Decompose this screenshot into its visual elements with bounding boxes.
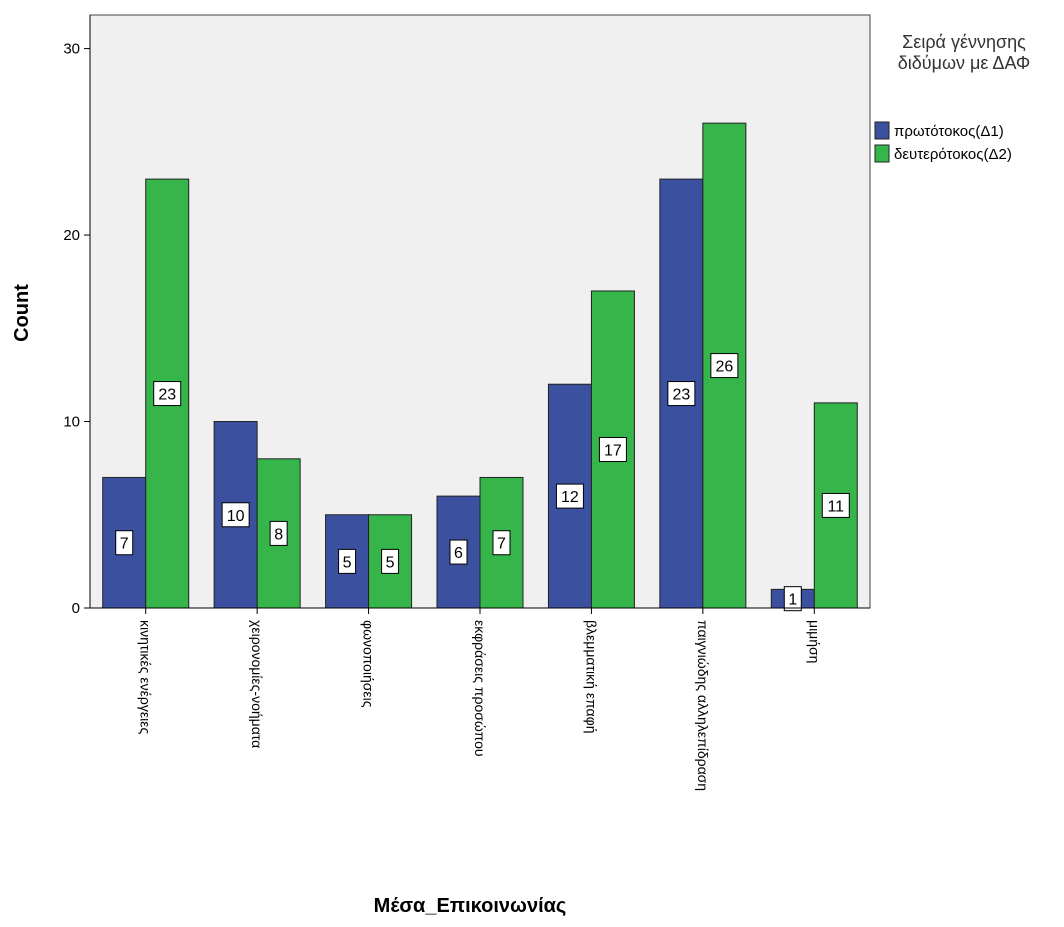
data-label: 10: [221, 502, 250, 528]
y-tick-label: 10: [63, 414, 80, 431]
svg-text:23: 23: [672, 387, 690, 404]
category-label: μιμήση: [806, 620, 822, 663]
svg-text:12: 12: [561, 489, 579, 506]
svg-text:7: 7: [497, 536, 506, 553]
category-label: βλεμματική επαφή: [583, 620, 599, 734]
y-axis-title: Count: [11, 284, 33, 342]
y-axis: 0 10 20 30: [63, 15, 91, 617]
svg-text:11: 11: [827, 498, 844, 515]
svg-text:1: 1: [788, 592, 797, 609]
legend-entry-label: δευτερότοκος(Δ2): [894, 146, 1012, 163]
category-label: εκφράσεις προσώπου: [472, 620, 488, 757]
svg-text:23: 23: [158, 387, 176, 404]
data-label: 7: [115, 530, 134, 556]
data-label: 5: [338, 548, 357, 574]
legend-swatch: [874, 121, 890, 140]
svg-text:17: 17: [604, 442, 622, 459]
svg-text:26: 26: [715, 359, 733, 376]
legend-swatch: [874, 144, 890, 163]
legend-title-line-1: Σειρά γέννησης: [902, 32, 1026, 52]
category-label: κινητικές ενέργειες: [138, 620, 154, 734]
data-label: 7: [492, 530, 511, 556]
legend-title-line-2: διδύμων με ΔΑΦ: [898, 53, 1031, 73]
data-label: 8: [269, 520, 288, 546]
y-tick-label: 30: [63, 41, 80, 58]
svg-text:5: 5: [386, 554, 395, 571]
data-label: 17: [598, 436, 627, 462]
data-label: 11: [821, 492, 850, 518]
data-label: 6: [449, 539, 468, 565]
data-label: 5: [381, 548, 400, 574]
y-tick-label: 20: [63, 227, 80, 244]
svg-text:5: 5: [343, 554, 352, 571]
category-label: παιγνιώδης αλληλεπίδραση: [695, 620, 711, 791]
legend-entry-label: πρωτότοκος(Δ1): [894, 123, 1004, 140]
data-label: 26: [710, 353, 739, 379]
svg-text:8: 8: [274, 526, 283, 543]
data-label: 12: [555, 483, 584, 509]
y-tick-label: 0: [72, 600, 80, 617]
category-label: φωνοποιήσεις: [361, 620, 377, 708]
data-label: 23: [667, 381, 696, 407]
svg-text:6: 6: [454, 545, 463, 562]
bar-second-born-6: [813, 402, 858, 609]
data-label: 1: [783, 586, 802, 612]
svg-text:10: 10: [227, 508, 245, 525]
legend: Σειρά γέννησης διδύμων με ΔΑΦ πρωτότοκος…: [874, 32, 1031, 163]
bars-group: [102, 122, 858, 609]
x-axis: κινητικές ενέργειες χειρονομίες-νοήματα φω…: [90, 607, 870, 791]
data-label: 23: [153, 381, 182, 407]
svg-text:7: 7: [120, 536, 129, 553]
x-axis-title: Μέσα_Επικοινωνίας: [374, 895, 567, 917]
category-label: χειρονομίες-νοήματα: [249, 620, 265, 748]
